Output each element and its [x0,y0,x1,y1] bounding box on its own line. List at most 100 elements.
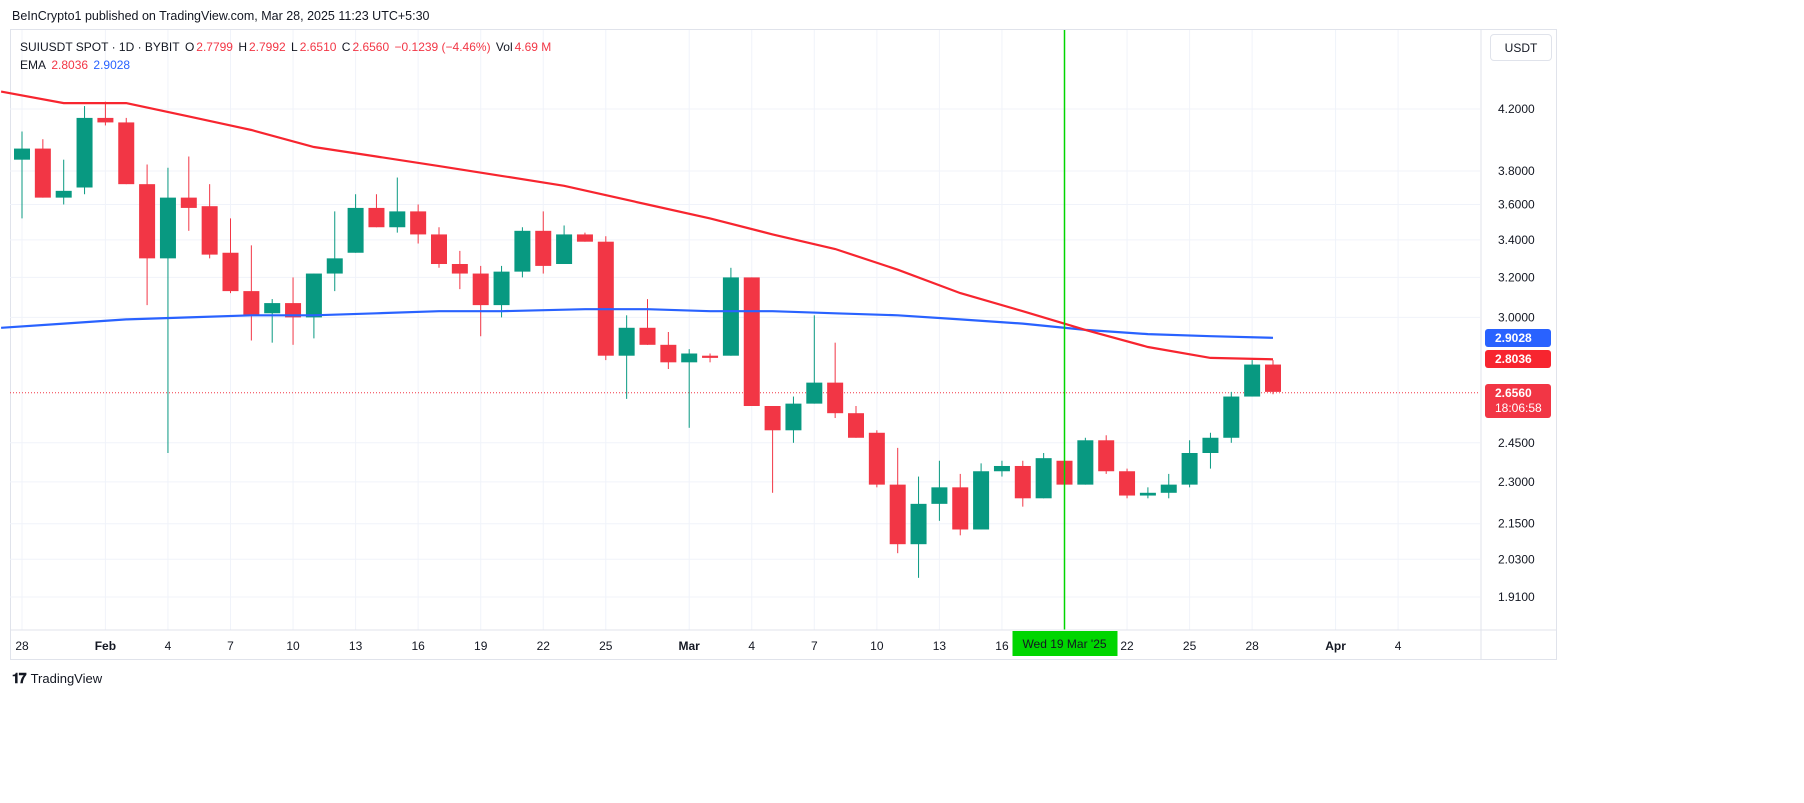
low-value: 2.6510 [299,40,337,54]
candle-body [1139,492,1156,496]
x-axis-label: 25 [1183,639,1197,653]
high-value: 2.7992 [249,40,286,54]
candle-body [347,207,364,253]
volume-label: Vol [495,40,513,54]
legend-ema-row: EMA 2.8036 2.9028 [20,56,553,74]
candle-body [785,403,802,431]
candle-body [556,234,573,265]
y-axis-label: 3.2000 [1498,270,1535,284]
high-label: H [238,40,247,54]
candle-body [264,303,281,314]
candle-body [14,148,30,160]
currency-button[interactable]: USDT [1490,34,1552,61]
candle-body [201,206,218,255]
candlestick-chart[interactable]: 28 Feb 4 7 10 13 16 19 22 25 Mar 4 7 10 13 16 22 25 28 Apr 4… [0,0,1568,698]
x-axis-label: 22 [1120,639,1134,653]
x-axis-label: 10 [870,639,884,653]
x-axis-label: 4 [1395,639,1402,653]
close-label: C [341,40,351,54]
candle-body [368,207,385,228]
last-price-value: 2.6560 [1495,386,1532,400]
x-axis-label: 13 [349,639,363,653]
tradingview-logo-icon: 𝟏𝟕 [12,670,27,686]
x-axis-label: 7 [811,639,818,653]
candle-body [97,117,114,123]
candle-body [305,273,322,318]
candle-body [827,382,844,414]
y-axis-label: 3.8000 [1498,164,1535,178]
candle-body [410,211,427,235]
change-value: −0.1239 (−4.46%) [394,40,491,54]
candle-body [1265,364,1281,392]
candle-body [618,327,635,356]
candle-body [243,291,260,316]
x-axis-label: 7 [227,639,234,653]
candle-body [660,344,677,363]
y-axis-label: 2.3000 [1498,475,1535,489]
candle-body [639,327,656,345]
volume-value: 4.69 M [514,40,552,54]
x-axis-label: Apr [1325,639,1346,653]
chart-frame [10,29,1557,660]
candle-body [34,148,51,198]
ema-blue-line [1,308,1274,339]
candle-body [285,303,302,318]
x-axis-label: 13 [933,639,947,653]
candle-body [118,122,135,185]
chart-legend: SUIUSDT SPOT · 1D · BYBIT O 2.7799 H 2.799… [20,38,553,74]
y-axis-label: 1.9100 [1498,590,1535,604]
candle-body [535,230,552,266]
candle-body [702,355,719,358]
tradingview-logo[interactable]: 𝟏𝟕 TradingView [12,670,102,687]
candle-body [514,230,531,272]
candle-body [681,353,698,363]
candle-body [952,487,969,530]
candle-body [1119,471,1136,496]
ema-blue-value: 2.9028 [93,58,131,72]
low-label: L [291,40,298,54]
candle-body [764,406,781,431]
x-axis-label: 16 [995,639,1009,653]
candle-body [806,382,823,404]
x-axis-label: 22 [537,639,551,653]
candle-body [848,413,864,438]
x-axis-label: Mar [679,639,701,653]
candle-body [1181,452,1198,485]
x-axis-label: 16 [411,639,425,653]
candle-body [1202,437,1219,453]
candle-countdown: 18:06:58 [1495,401,1542,415]
y-axis-label: 4.2000 [1498,102,1535,116]
symbol-label[interactable]: SUIUSDT SPOT · 1D · BYBIT [20,40,180,54]
ema-red-value: 2.8036 [51,58,89,72]
candle-body [743,277,760,407]
candle-body [868,432,885,485]
candle-body [889,484,906,545]
x-axis-label: 28 [15,639,29,653]
crosshair-date-tag [1012,631,1118,656]
candle-body [993,465,1010,472]
legend-ohlc-row: SUIUSDT SPOT · 1D · BYBIT O 2.7799 H 2.799… [20,38,553,56]
x-axis-label: 28 [1245,639,1259,653]
candle-body [1160,484,1177,493]
x-axis-label: 4 [748,639,755,653]
ema-red-line [0,90,1274,361]
candle-body [1098,440,1115,472]
candle-body [139,184,156,259]
ema-blue-price-tag: 2.9028 [1485,329,1551,347]
candle-body [76,117,93,188]
crosshair-date-label: Wed 19 Mar '25 [1022,637,1106,651]
candle-body [597,241,614,356]
x-axis-label: 10 [286,639,300,653]
x-axis-label: 4 [165,639,172,653]
close-value: 2.6560 [352,40,390,54]
open-value: 2.7799 [196,40,233,54]
candle-body [493,271,510,306]
candle-body [1014,465,1031,499]
candle-body [1035,458,1052,499]
y-axis-label: 3.6000 [1498,197,1535,211]
ema-label[interactable]: EMA [20,58,47,72]
x-axis-label: 25 [599,639,613,653]
candle-body [722,277,739,356]
y-axis-label: 3.0000 [1498,310,1535,324]
candle-body [931,487,948,504]
